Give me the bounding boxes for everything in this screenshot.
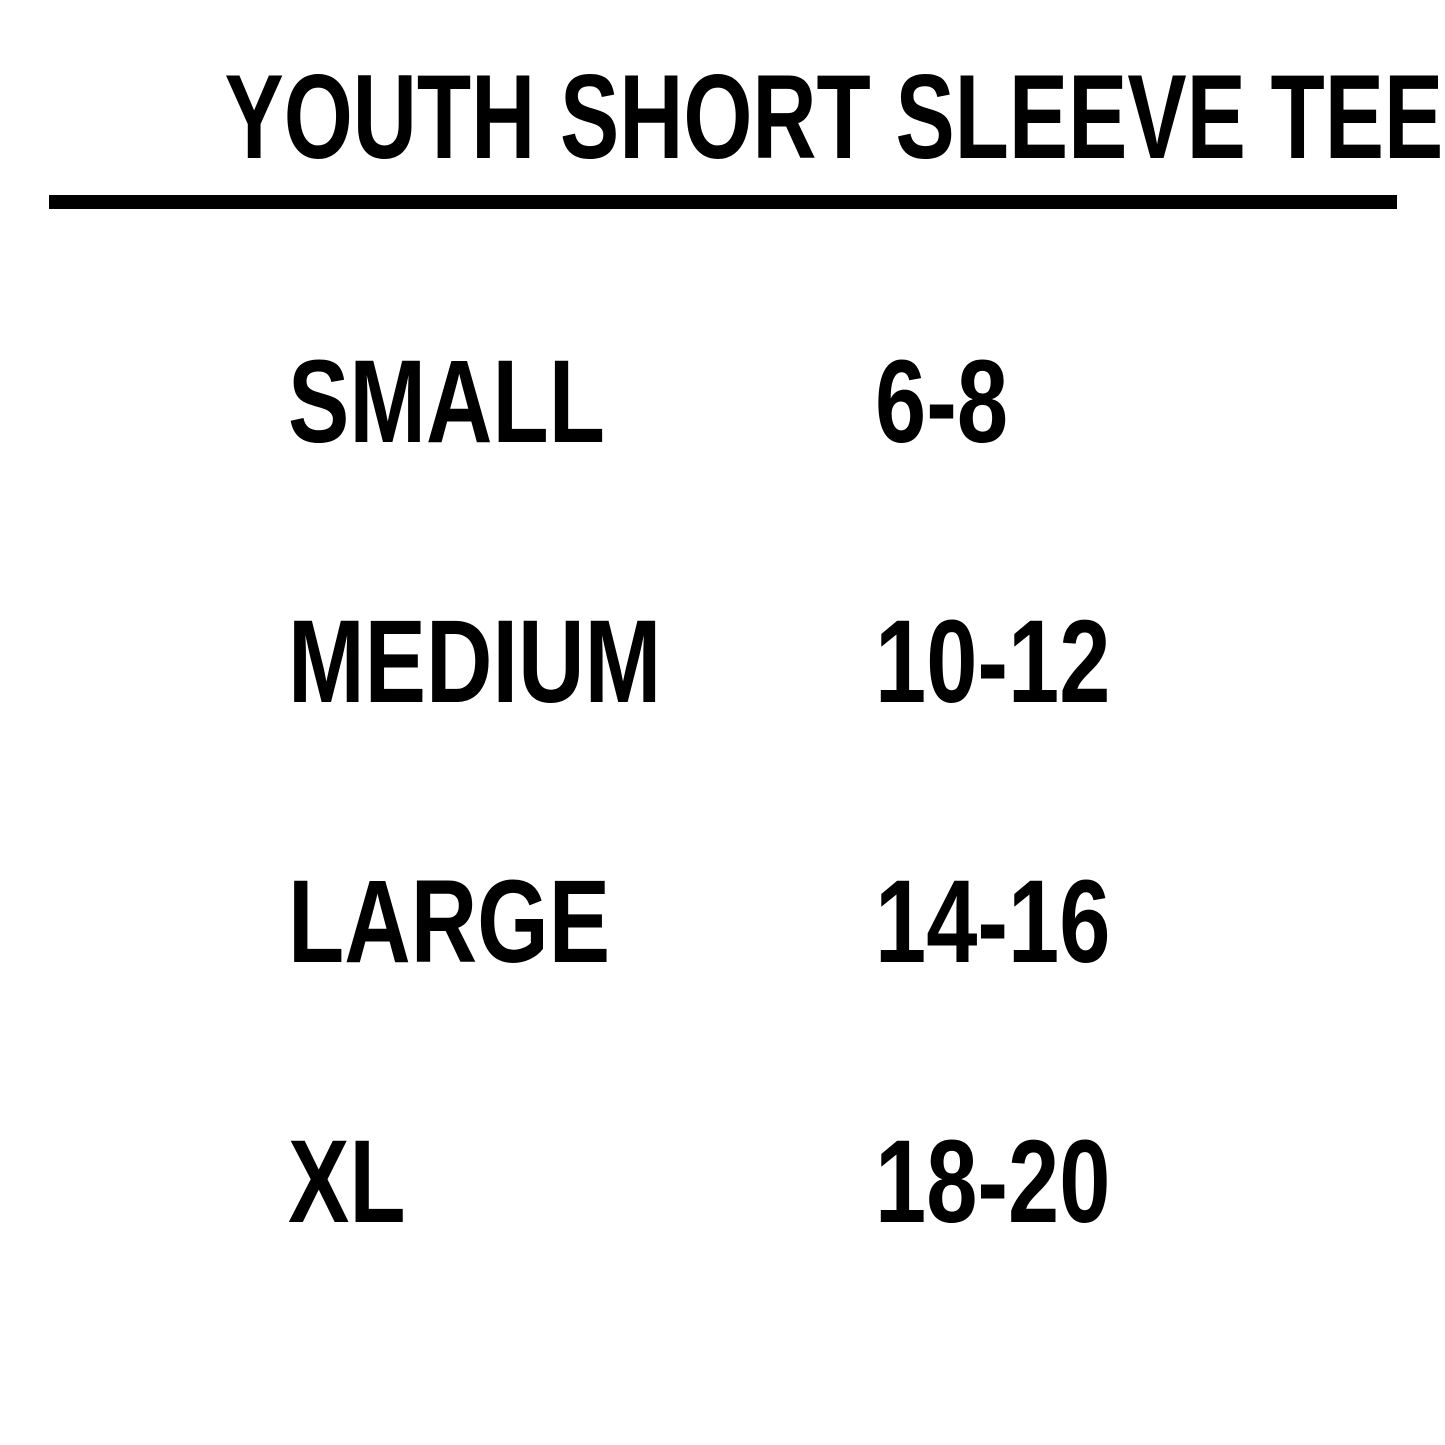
size-range: 14-16 [875,856,1111,988]
size-range: 6-8 [875,336,1009,468]
table-row: LARGE 14-16 [0,863,1445,983]
page-title: YOUTH SHORT SLEEVE TEES [224,50,1445,184]
size-label: SMALL [288,336,605,468]
table-row: XL 18-20 [0,1123,1445,1243]
size-label: MEDIUM [288,596,662,728]
size-label: XL [288,1116,406,1248]
table-row: SMALL 6-8 [0,343,1445,463]
size-chart-header: YOUTH SHORT SLEEVE TEES [0,57,1445,177]
size-label: LARGE [288,856,611,988]
table-row: MEDIUM 10-12 [0,603,1445,723]
title-underline [49,195,1397,209]
size-range: 10-12 [875,596,1111,728]
size-range: 18-20 [875,1116,1111,1248]
